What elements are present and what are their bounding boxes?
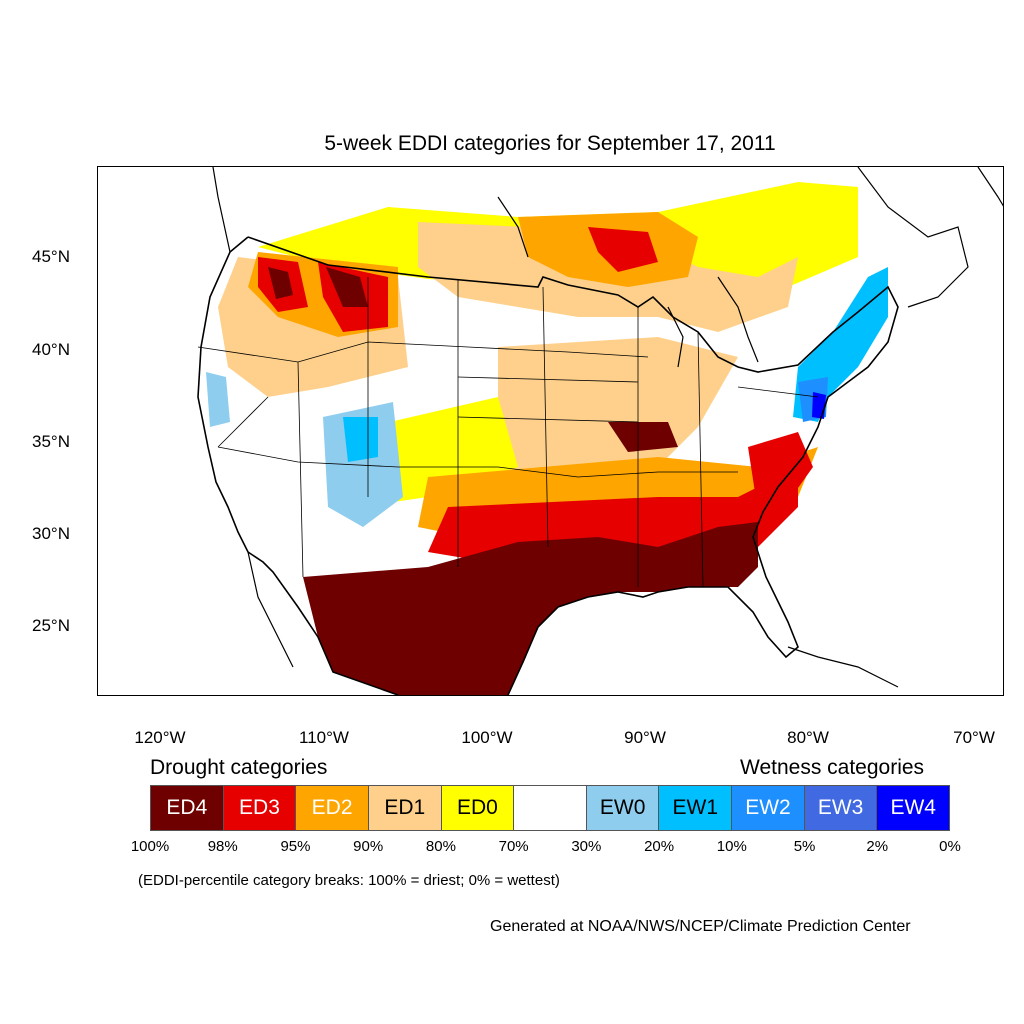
legend-break-label: 2% bbox=[866, 838, 889, 855]
region-ew0-colorado bbox=[323, 402, 403, 527]
legend-swatch: EW2 bbox=[732, 786, 805, 830]
region-ed1-plains bbox=[498, 337, 738, 487]
lat-label-30n: 30°N bbox=[32, 524, 70, 543]
coastline-details bbox=[212, 167, 1003, 688]
lat-label-40n: 40°N bbox=[32, 340, 70, 359]
region-ed3-north bbox=[588, 227, 658, 272]
region-ed4-northwest bbox=[268, 267, 368, 307]
legend-break-label: 100% bbox=[130, 838, 170, 855]
lon-label-110w: 110°W bbox=[299, 728, 349, 747]
lat-label-35n: 35°N bbox=[32, 432, 70, 451]
legend-colorbar: ED4 ED3 ED2 ED1 ED0 EW0 EW1 EW2 EW3 EW4 bbox=[150, 785, 950, 831]
lat-label-25n: 25°N bbox=[32, 616, 70, 635]
region-ew0-nevada bbox=[206, 372, 230, 427]
conus-outline bbox=[197, 236, 899, 695]
lon-label-100w: 100°W bbox=[461, 728, 513, 747]
legend-break-label: 95% bbox=[280, 838, 311, 855]
legend-swatch: EW0 bbox=[586, 786, 660, 830]
legend-swatch bbox=[514, 786, 587, 830]
legend-break-label: 5% bbox=[793, 838, 816, 855]
legend-break-label: 98% bbox=[207, 838, 238, 855]
legend-break-label: 0% bbox=[939, 838, 961, 855]
region-ew1-colorado bbox=[343, 417, 378, 462]
legend-break-label: 30% bbox=[571, 838, 602, 855]
legend-swatch: ED0 bbox=[441, 786, 515, 830]
eddi-map bbox=[197, 167, 1003, 695]
wetness-heading: Wetness categories bbox=[740, 756, 925, 779]
region-ed4-south bbox=[303, 522, 758, 695]
legend-break-label: 20% bbox=[644, 838, 675, 855]
state-borders bbox=[197, 277, 819, 588]
eddi-category-fill bbox=[206, 182, 888, 695]
region-ed3-southeast bbox=[748, 432, 813, 512]
map-panel bbox=[97, 166, 1004, 696]
region-ew4-chesapeake bbox=[812, 392, 826, 419]
legend-break-label: 10% bbox=[716, 838, 747, 855]
legend-swatch: ED2 bbox=[296, 786, 369, 830]
legend-swatch: EW1 bbox=[659, 786, 733, 830]
lon-label-70w: 70°W bbox=[953, 728, 995, 747]
lon-label-120w: 120°W bbox=[134, 728, 186, 747]
legend-swatch: EW4 bbox=[877, 786, 950, 830]
legend-swatch: EW3 bbox=[804, 786, 878, 830]
legend-break-label: 90% bbox=[353, 838, 384, 855]
lon-label-80w: 80°W bbox=[787, 728, 829, 747]
credit-line: Generated at NOAA/NWS/NCEP/Climate Predi… bbox=[490, 918, 911, 935]
legend-note: (EDDI-percentile category breaks: 100% =… bbox=[138, 872, 560, 889]
legend-swatch: ED3 bbox=[223, 786, 297, 830]
lon-label-90w: 90°W bbox=[624, 728, 666, 747]
legend-swatch: ED4 bbox=[151, 786, 224, 830]
map-title: 5-week EDDI categories for September 17,… bbox=[324, 132, 776, 155]
legend-swatch: ED1 bbox=[368, 786, 442, 830]
legend-break-label: 70% bbox=[498, 838, 529, 855]
region-ed4-missouri bbox=[608, 422, 678, 452]
legend-break-label: 80% bbox=[425, 838, 456, 855]
lat-label-45n: 45°N bbox=[32, 247, 70, 266]
drought-heading: Drought categories bbox=[150, 756, 328, 779]
